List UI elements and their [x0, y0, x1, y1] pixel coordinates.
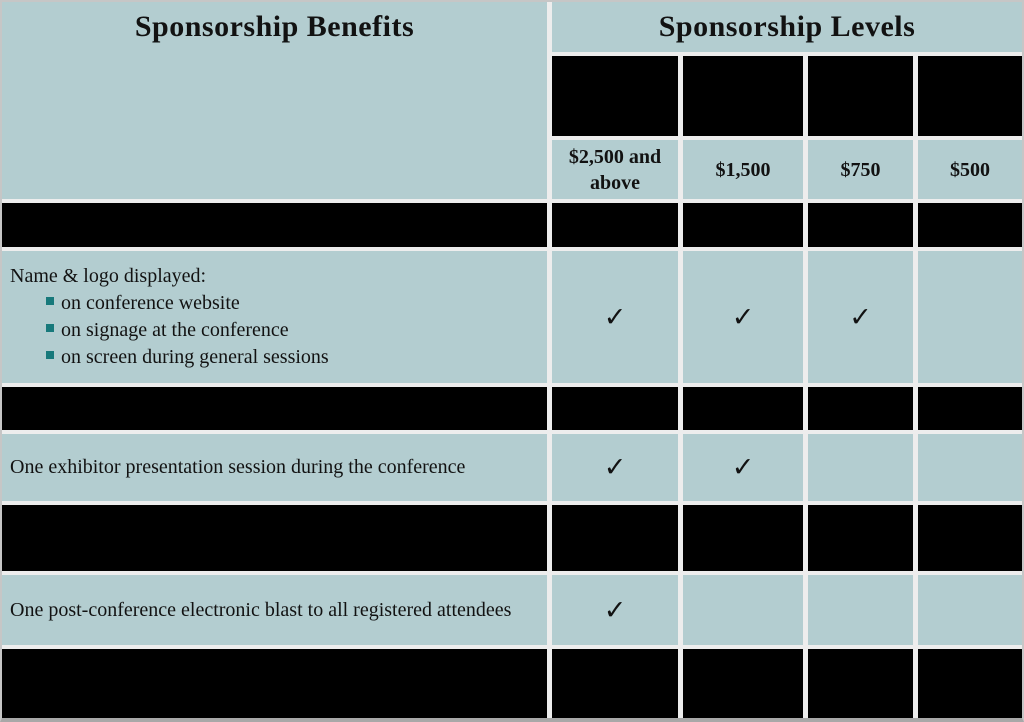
redacted-cell [918, 649, 1022, 718]
price-level-2: $1,500 [683, 140, 803, 199]
redacted-cell [808, 387, 913, 430]
redacted-benefit-row-4 [2, 649, 547, 718]
redacted-cell [918, 203, 1022, 247]
empty-cell [918, 251, 1022, 383]
square-bullet-icon [46, 296, 54, 305]
redacted-level-name-4 [918, 56, 1022, 136]
benefit-label: One exhibitor presentation session durin… [10, 456, 466, 478]
redacted-cell [683, 387, 803, 430]
benefit-name-logo: Name & logo displayed: on conference web… [2, 251, 547, 383]
benefit-label: One post-conference electronic blast to … [10, 598, 512, 621]
bullet-item-label: on conference website [61, 292, 240, 314]
checkmark-cell: ✓ [552, 251, 678, 383]
bullet-item-label: on signage at the conference [61, 319, 289, 341]
benefit-exhibitor-session: One exhibitor presentation session durin… [2, 434, 547, 501]
redacted-cell [808, 505, 913, 571]
price-level-1: $2,500 and above [552, 140, 678, 199]
redacted-cell [683, 649, 803, 718]
benefit-label: Name & logo displayed: [10, 265, 207, 287]
empty-cell [808, 434, 913, 501]
empty-cell [808, 575, 913, 645]
redacted-cell [552, 203, 678, 247]
square-bullet-icon [46, 350, 54, 359]
redacted-cell [918, 387, 1022, 430]
price-level-3: $750 [808, 140, 913, 199]
redacted-benefit-row-2 [2, 387, 547, 430]
levels-header: Sponsorship Levels [552, 2, 1022, 52]
bullet-item: on screen during general sessions [46, 344, 523, 371]
checkmark-cell: ✓ [808, 251, 913, 383]
checkmark-cell: ✓ [552, 434, 678, 501]
redacted-level-name-1 [552, 56, 678, 136]
redacted-level-name-2 [683, 56, 803, 136]
bullet-item: on conference website [46, 290, 523, 317]
benefits-header-label: Sponsorship Benefits [134, 10, 415, 43]
redacted-cell [552, 505, 678, 571]
redacted-level-name-3 [808, 56, 913, 136]
square-bullet-icon [46, 323, 54, 332]
checkmark-cell: ✓ [683, 434, 803, 501]
redacted-benefit-row-3 [2, 505, 547, 571]
bullet-item-label: on screen during general sessions [61, 346, 329, 368]
price-level-4: $500 [918, 140, 1022, 199]
redacted-cell [918, 505, 1022, 571]
redacted-benefit-row-1 [2, 203, 547, 247]
checkmark-cell: ✓ [552, 575, 678, 645]
redacted-cell [808, 649, 913, 718]
redacted-cell [808, 203, 913, 247]
checkmark-cell: ✓ [683, 251, 803, 383]
levels-header-label: Sponsorship Levels [658, 10, 916, 43]
redacted-cell [683, 505, 803, 571]
redacted-cell [552, 387, 678, 430]
empty-cell [918, 434, 1022, 501]
benefit-post-conference-blast: One post-conference electronic blast to … [2, 575, 547, 645]
bullet-item: on signage at the conference [46, 317, 523, 344]
empty-cell [918, 575, 1022, 645]
redacted-cell [683, 203, 803, 247]
empty-cell [683, 575, 803, 645]
redacted-cell [552, 649, 678, 718]
benefits-header: Sponsorship Benefits [2, 2, 547, 199]
